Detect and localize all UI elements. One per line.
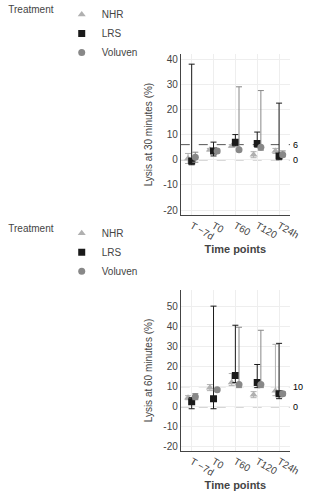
svg-text:0: 0 bbox=[293, 402, 298, 412]
svg-text:40: 40 bbox=[167, 321, 179, 332]
svg-text:0: 0 bbox=[293, 155, 298, 165]
svg-text:NHR: NHR bbox=[102, 9, 124, 20]
svg-text:T −7d: T −7d bbox=[188, 220, 216, 242]
svg-text:T60: T60 bbox=[232, 456, 253, 474]
svg-text:6: 6 bbox=[293, 140, 298, 150]
svg-text:-20: -20 bbox=[163, 205, 178, 216]
svg-text:Treatment: Treatment bbox=[8, 223, 53, 234]
svg-text:Lysis at 30 minutes (%): Lysis at 30 minutes (%) bbox=[143, 83, 154, 187]
svg-text:LRS: LRS bbox=[102, 247, 122, 258]
svg-text:20: 20 bbox=[167, 361, 179, 372]
svg-text:0: 0 bbox=[172, 401, 178, 412]
svg-text:10: 10 bbox=[167, 381, 179, 392]
svg-text:Lysis at 60 minutes (%): Lysis at 60 minutes (%) bbox=[143, 319, 154, 423]
svg-text:T0: T0 bbox=[210, 220, 226, 236]
svg-text:Voluven: Voluven bbox=[102, 266, 138, 277]
svg-text:T120: T120 bbox=[254, 220, 280, 241]
svg-text:40: 40 bbox=[167, 54, 179, 65]
svg-text:T24h: T24h bbox=[276, 220, 301, 241]
svg-text:0: 0 bbox=[172, 154, 178, 165]
svg-text:10: 10 bbox=[293, 382, 303, 392]
svg-text:Time points: Time points bbox=[205, 243, 267, 255]
svg-text:10: 10 bbox=[167, 129, 179, 140]
svg-text:NHR: NHR bbox=[102, 228, 124, 239]
svg-text:T0: T0 bbox=[210, 456, 226, 472]
svg-text:20: 20 bbox=[167, 104, 179, 115]
svg-text:T120: T120 bbox=[254, 456, 280, 477]
svg-text:T −7d: T −7d bbox=[188, 456, 216, 478]
svg-text:-10: -10 bbox=[163, 179, 178, 190]
svg-text:LRS: LRS bbox=[102, 28, 122, 39]
svg-text:-10: -10 bbox=[163, 421, 178, 432]
svg-text:30: 30 bbox=[167, 79, 179, 90]
svg-text:Voluven: Voluven bbox=[102, 47, 138, 58]
svg-text:30: 30 bbox=[167, 341, 179, 352]
svg-text:T60: T60 bbox=[232, 220, 253, 238]
svg-text:Treatment: Treatment bbox=[8, 4, 53, 15]
svg-text:-20: -20 bbox=[163, 441, 178, 452]
svg-text:50: 50 bbox=[167, 301, 179, 312]
svg-text:T24h: T24h bbox=[276, 456, 301, 477]
svg-text:Time points: Time points bbox=[205, 479, 267, 491]
